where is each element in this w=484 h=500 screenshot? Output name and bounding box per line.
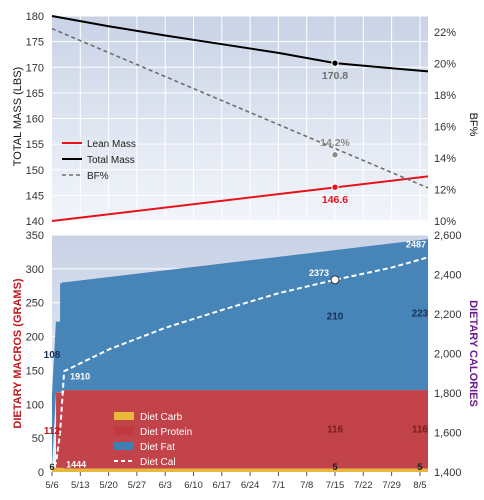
y-left-tick-label: 300 <box>26 264 44 276</box>
y-left-tick-label: 165 <box>26 88 44 100</box>
data-label: 210 <box>327 312 344 323</box>
data-label: 5 <box>332 462 338 473</box>
x-tick-label: 7/15 <box>326 480 345 491</box>
legend-label: Total Mass <box>87 155 135 166</box>
x-tick-label: 7/8 <box>300 480 313 491</box>
y-left-tick-label: 150 <box>26 165 44 177</box>
y-left-tick-label: 175 <box>26 37 44 49</box>
series-line-diet-cal <box>52 256 429 465</box>
y-right-tick-label: 20% <box>434 58 456 70</box>
x-tick-label: 5/6 <box>45 480 58 491</box>
data-marker <box>330 275 340 285</box>
series-line-total-mass <box>51 15 429 73</box>
data-label: 146.6 <box>322 194 348 206</box>
data-label: 112 <box>44 426 61 437</box>
y-right-tick-label: 16% <box>434 121 456 133</box>
y-left-tick-label: 50 <box>32 433 44 445</box>
macros-chart-panel: 0 50 100 150 200 250 300 350 1,400 1,600 1,800 2,00… <box>12 230 479 491</box>
y-right-axis-title: BF% <box>467 113 479 137</box>
mass-chart-panel: 140 145 150 155 160 165 170 175 180 10% 12% 14% 16% 1… <box>12 11 479 228</box>
y-left-tick-label: 170 <box>26 62 44 74</box>
y-left-tick-label: 140 <box>26 216 44 228</box>
y-left-axis-title: TOTAL MASS (LBS) <box>12 67 24 166</box>
y-right-tick-label: 22% <box>434 27 456 39</box>
series-group <box>51 15 429 222</box>
data-label: 5 <box>417 462 423 473</box>
data-label: 1910 <box>70 371 90 381</box>
area-diet-fat <box>52 239 428 468</box>
series-line-bf- <box>51 27 429 189</box>
data-label: 223 <box>412 308 429 319</box>
data-marker <box>331 183 339 191</box>
data-marker <box>331 59 339 67</box>
legend-label: BF% <box>87 171 109 182</box>
y-left-tick-label: 145 <box>26 190 44 202</box>
legend: Lean Mass Total Mass BF% <box>62 139 136 182</box>
y-left-tick-label: 155 <box>26 139 44 151</box>
legend-label: Diet Carb <box>140 412 183 423</box>
y-left-tick-label: 200 <box>26 332 44 344</box>
x-tick-label: 6/24 <box>241 480 260 491</box>
y-left-tick-label: 150 <box>26 365 44 377</box>
data-label: 108 <box>44 350 61 361</box>
y-left-tick-label: 180 <box>26 11 44 23</box>
y-right-tick-label: 2,600 <box>434 230 462 242</box>
x-tick-label: 8/5 <box>413 480 426 491</box>
y-right-tick-label: 12% <box>434 184 456 196</box>
y-left-tick-label: 350 <box>26 230 44 242</box>
x-tick-label: 5/20 <box>99 480 118 491</box>
y-right-axis-title: DIETARY CALORIES <box>467 300 479 407</box>
series-line-lean-mass <box>51 175 429 222</box>
x-tick-label: 5/27 <box>128 480 147 491</box>
legend-swatch <box>114 427 134 435</box>
data-marker <box>331 151 339 159</box>
x-tick-label: 6/10 <box>184 480 203 491</box>
area-diet-carb <box>52 467 428 472</box>
y-left-tick-label: 100 <box>26 399 44 411</box>
y-right-tick-label: 18% <box>434 90 456 102</box>
legend-label: Diet Cal <box>140 457 176 468</box>
data-label: 2373 <box>309 268 329 278</box>
area-diet-protein <box>52 390 428 469</box>
data-label: 1444 <box>66 459 86 469</box>
y-right-tick-label: 2,400 <box>434 270 462 282</box>
x-tick-label: 7/1 <box>272 480 285 491</box>
data-label: 6 <box>49 462 54 473</box>
legend: Diet Carb Diet Protein Diet Fat Diet Cal <box>114 412 192 468</box>
gridlines <box>52 15 428 222</box>
y-left-tick-label: 160 <box>26 114 44 126</box>
y-right-tick-label: 2,000 <box>434 349 462 361</box>
legend-swatch <box>114 412 134 420</box>
y-left-axis-title: DIETARY MACROS (GRAMS) <box>12 278 24 428</box>
y-right-tick-label: 1,400 <box>434 467 462 479</box>
legend-label: Diet Protein <box>140 427 192 438</box>
x-tick-label: 7/29 <box>382 480 401 491</box>
legend-swatch <box>114 442 134 450</box>
data-label: 116 <box>412 425 429 436</box>
legend-label: Lean Mass <box>87 139 136 150</box>
data-label: 2487 <box>406 239 426 249</box>
data-label: 14.2% <box>320 137 350 149</box>
y-left-tick-label: 0 <box>38 467 44 479</box>
y-right-tick-label: 1,600 <box>434 428 462 440</box>
y-right-tick-label: 14% <box>434 153 456 165</box>
data-label: 116 <box>327 425 344 436</box>
legend-label: Diet Fat <box>140 442 175 453</box>
y-right-tick-label: 1,800 <box>434 388 462 400</box>
x-tick-label: 6/3 <box>159 480 172 491</box>
x-tick-label: 7/22 <box>354 480 373 491</box>
data-label: 170.8 <box>322 70 348 82</box>
y-right-tick-label: 10% <box>434 216 456 228</box>
y-left-tick-label: 250 <box>26 298 44 310</box>
x-tick-label: 6/17 <box>213 480 232 491</box>
y-right-tick-label: 2,200 <box>434 309 462 321</box>
series-group <box>52 239 429 472</box>
x-tick-label: 5/13 <box>71 480 90 491</box>
